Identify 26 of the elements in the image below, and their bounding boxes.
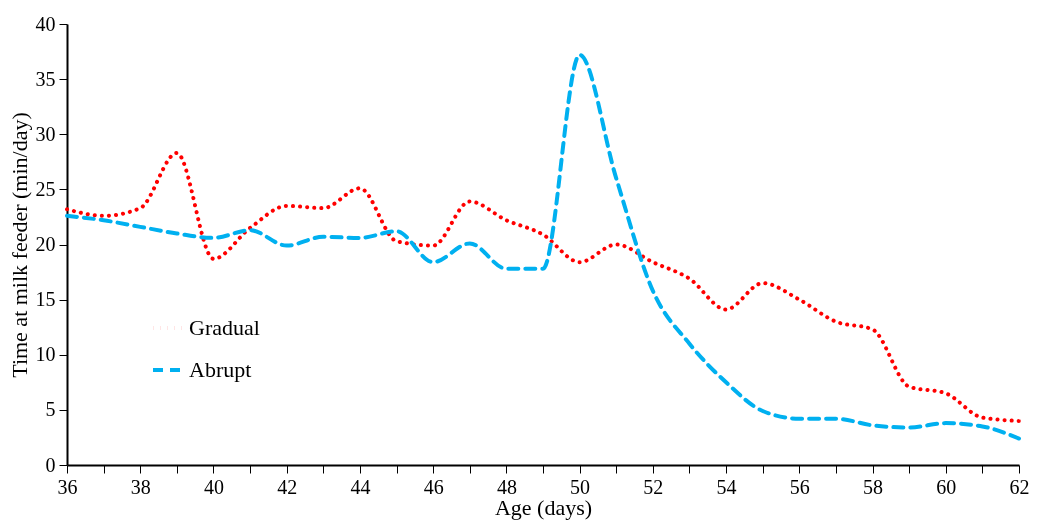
y-axis-title: Time at milk feeder (min/day) (6, 112, 32, 378)
x-tick-label: 52 (643, 475, 664, 498)
y-tick-label: 30 (35, 122, 56, 145)
x-tick-label: 58 (863, 475, 884, 498)
x-tick-label: 38 (130, 475, 151, 498)
x-tick-label: 56 (789, 475, 810, 498)
line-series (65, 150, 1021, 423)
y-tick-label: 35 (35, 67, 56, 90)
legend-label: Abrupt (189, 357, 252, 382)
x-tick-label: 62 (1009, 475, 1030, 498)
y-tick-label: 20 (35, 233, 56, 255)
x-tick-label: 40 (203, 475, 224, 498)
x-tick-label: 54 (716, 475, 737, 498)
legend-label: Gradual (189, 315, 260, 340)
x-tick-label: 42 (277, 475, 298, 498)
x-tick-label: 36 (57, 475, 78, 498)
x-tick-label: 44 (350, 475, 371, 498)
x-tick-label: 46 (423, 475, 444, 498)
y-tick-label: 15 (35, 288, 56, 311)
y-tick-label: 25 (35, 177, 56, 200)
y-tick-label: 10 (35, 343, 56, 366)
x-tick-label: 60 (936, 475, 957, 498)
y-tick-label: 40 (35, 12, 56, 35)
y-tick-label: 0 (45, 453, 56, 476)
line-series (65, 52, 1021, 441)
y-tick-label: 5 (45, 398, 56, 421)
